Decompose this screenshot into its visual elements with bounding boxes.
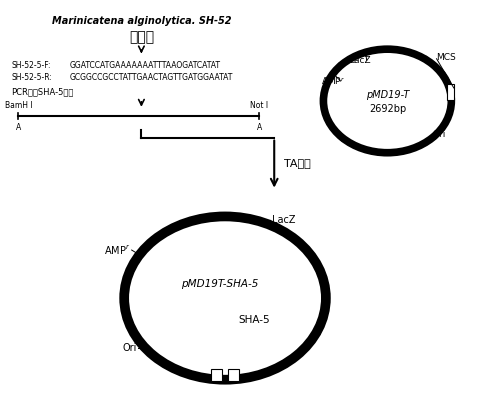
- Text: Marinicatena alginolytica. SH-52: Marinicatena alginolytica. SH-52: [52, 16, 231, 26]
- Text: LacZ: LacZ: [272, 215, 295, 225]
- Text: AMP$^r$: AMP$^r$: [104, 243, 131, 257]
- Text: PCR扩增SHA-5基因: PCR扩增SHA-5基因: [11, 88, 74, 97]
- Text: GCGGCCGCCTATTGAACTAGTTGATGGAATAT: GCGGCCGCCTATTGAACTAGTTGATGGAATAT: [70, 73, 234, 82]
- Text: SH-52-5-F:: SH-52-5-F:: [11, 61, 51, 71]
- Text: AMP$^r$: AMP$^r$: [321, 75, 345, 87]
- Text: GGATCCATGAAAAAAATTTAAOGATCATAT: GGATCCATGAAAAAAATTTAAOGATCATAT: [70, 61, 221, 71]
- FancyBboxPatch shape: [228, 369, 239, 381]
- Text: A: A: [16, 123, 21, 132]
- FancyBboxPatch shape: [211, 369, 222, 381]
- Text: pMD19T-SHA-5: pMD19T-SHA-5: [181, 279, 259, 289]
- Text: MCS: MCS: [436, 53, 456, 63]
- Text: 2692bp: 2692bp: [369, 104, 406, 114]
- Text: SHA-5: SHA-5: [239, 315, 270, 325]
- FancyBboxPatch shape: [447, 84, 454, 100]
- Text: A: A: [257, 123, 262, 132]
- Text: pMD19-T: pMD19-T: [366, 90, 409, 100]
- Text: Ori: Ori: [122, 343, 137, 353]
- Text: 基因组: 基因组: [129, 30, 154, 44]
- Text: SH-52-5-R:: SH-52-5-R:: [11, 73, 52, 82]
- Text: LacZ: LacZ: [349, 56, 371, 65]
- Text: Not I: Not I: [250, 101, 268, 110]
- Text: BamH I: BamH I: [4, 101, 32, 110]
- Text: TA克隆: TA克隆: [284, 158, 311, 168]
- Text: Ori: Ori: [433, 130, 446, 139]
